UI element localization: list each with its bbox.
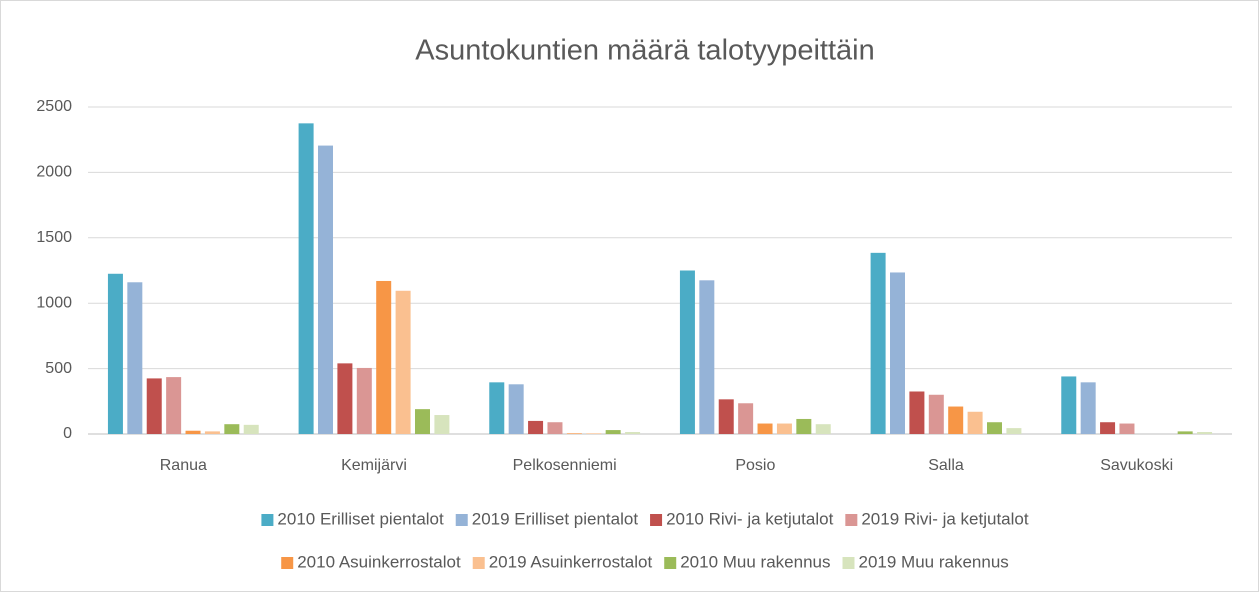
bar: [776, 423, 792, 434]
bar: [356, 367, 372, 434]
bar: [890, 272, 905, 434]
bar: [718, 399, 734, 434]
legend-label: 2010 Muu rakennus: [680, 552, 830, 571]
legend-swatch: [845, 514, 858, 526]
y-tick-label: 500: [45, 360, 72, 377]
x-tick-label: Salla: [928, 457, 964, 474]
legend-swatch: [650, 514, 663, 526]
bar: [415, 409, 430, 434]
legend-label: 2019 Muu rakennus: [859, 552, 1009, 571]
bar: [699, 280, 715, 434]
bar: [870, 252, 886, 434]
bar: [815, 424, 831, 434]
x-tick-label: Ranua: [160, 457, 207, 474]
bar: [586, 433, 602, 434]
y-tick-label: 2000: [36, 164, 72, 181]
y-tick-label: 1000: [36, 294, 72, 311]
legend-swatch: [455, 514, 468, 526]
bar: [1100, 422, 1116, 434]
bar: [625, 432, 641, 434]
bar: [528, 420, 544, 434]
bar: [679, 270, 695, 434]
legend-swatch: [472, 557, 485, 569]
bar: [547, 422, 563, 434]
y-tick-label: 0: [63, 425, 72, 442]
legend-swatch: [842, 557, 855, 569]
legend-label: 2019 Erilliset pientalot: [472, 509, 639, 528]
bar: [1197, 432, 1213, 434]
bar: [757, 423, 773, 434]
legend-label: 2019 Asuinkerrostalot: [489, 552, 653, 571]
y-tick-label: 1500: [36, 229, 72, 246]
bar: [1061, 376, 1077, 434]
legend-label: 2010 Asuinkerrostalot: [297, 552, 461, 571]
bar: [185, 430, 201, 434]
bar: [987, 422, 1002, 434]
bar: [1177, 431, 1193, 434]
x-tick-label: Kemijärvi: [341, 457, 407, 474]
bar: [243, 424, 259, 434]
bar: [909, 391, 925, 434]
bar: [318, 145, 333, 434]
bar: [146, 378, 162, 434]
bar: [376, 280, 392, 434]
bar: [1006, 428, 1022, 434]
bar: [566, 433, 582, 434]
legend-label: 2010 Rivi- ja ketjutalot: [666, 509, 834, 528]
bar: [605, 430, 621, 434]
bar: [434, 415, 450, 434]
bar: [967, 411, 983, 434]
bar: [928, 394, 944, 434]
bar: [1119, 423, 1135, 434]
legend-swatch: [664, 557, 677, 569]
bar: [298, 123, 314, 434]
bar: [204, 431, 220, 434]
y-tick-label: 2500: [36, 98, 72, 115]
x-tick-label: Savukoski: [1100, 457, 1173, 474]
bar: [107, 273, 123, 434]
bar: [508, 384, 524, 434]
bar: [224, 424, 240, 434]
bar: [127, 282, 143, 434]
bar: [489, 382, 505, 434]
legend-label: 2019 Rivi- ja ketjutalot: [861, 509, 1029, 528]
bar: [395, 290, 411, 434]
x-tick-label: Posio: [735, 457, 775, 474]
chart-title: Asuntokuntien määrä talotyypeittäin: [415, 35, 874, 67]
bar: [796, 418, 812, 434]
legend-swatch: [281, 557, 294, 569]
bar: [1080, 382, 1096, 434]
bar: [738, 403, 754, 434]
bar: [948, 406, 964, 434]
x-tick-label: Pelkosenniemi: [513, 457, 617, 474]
bar: [166, 377, 182, 434]
bar: [337, 363, 353, 434]
legend-swatch: [261, 514, 274, 526]
legend-label: 2010 Erilliset pientalot: [277, 509, 444, 528]
